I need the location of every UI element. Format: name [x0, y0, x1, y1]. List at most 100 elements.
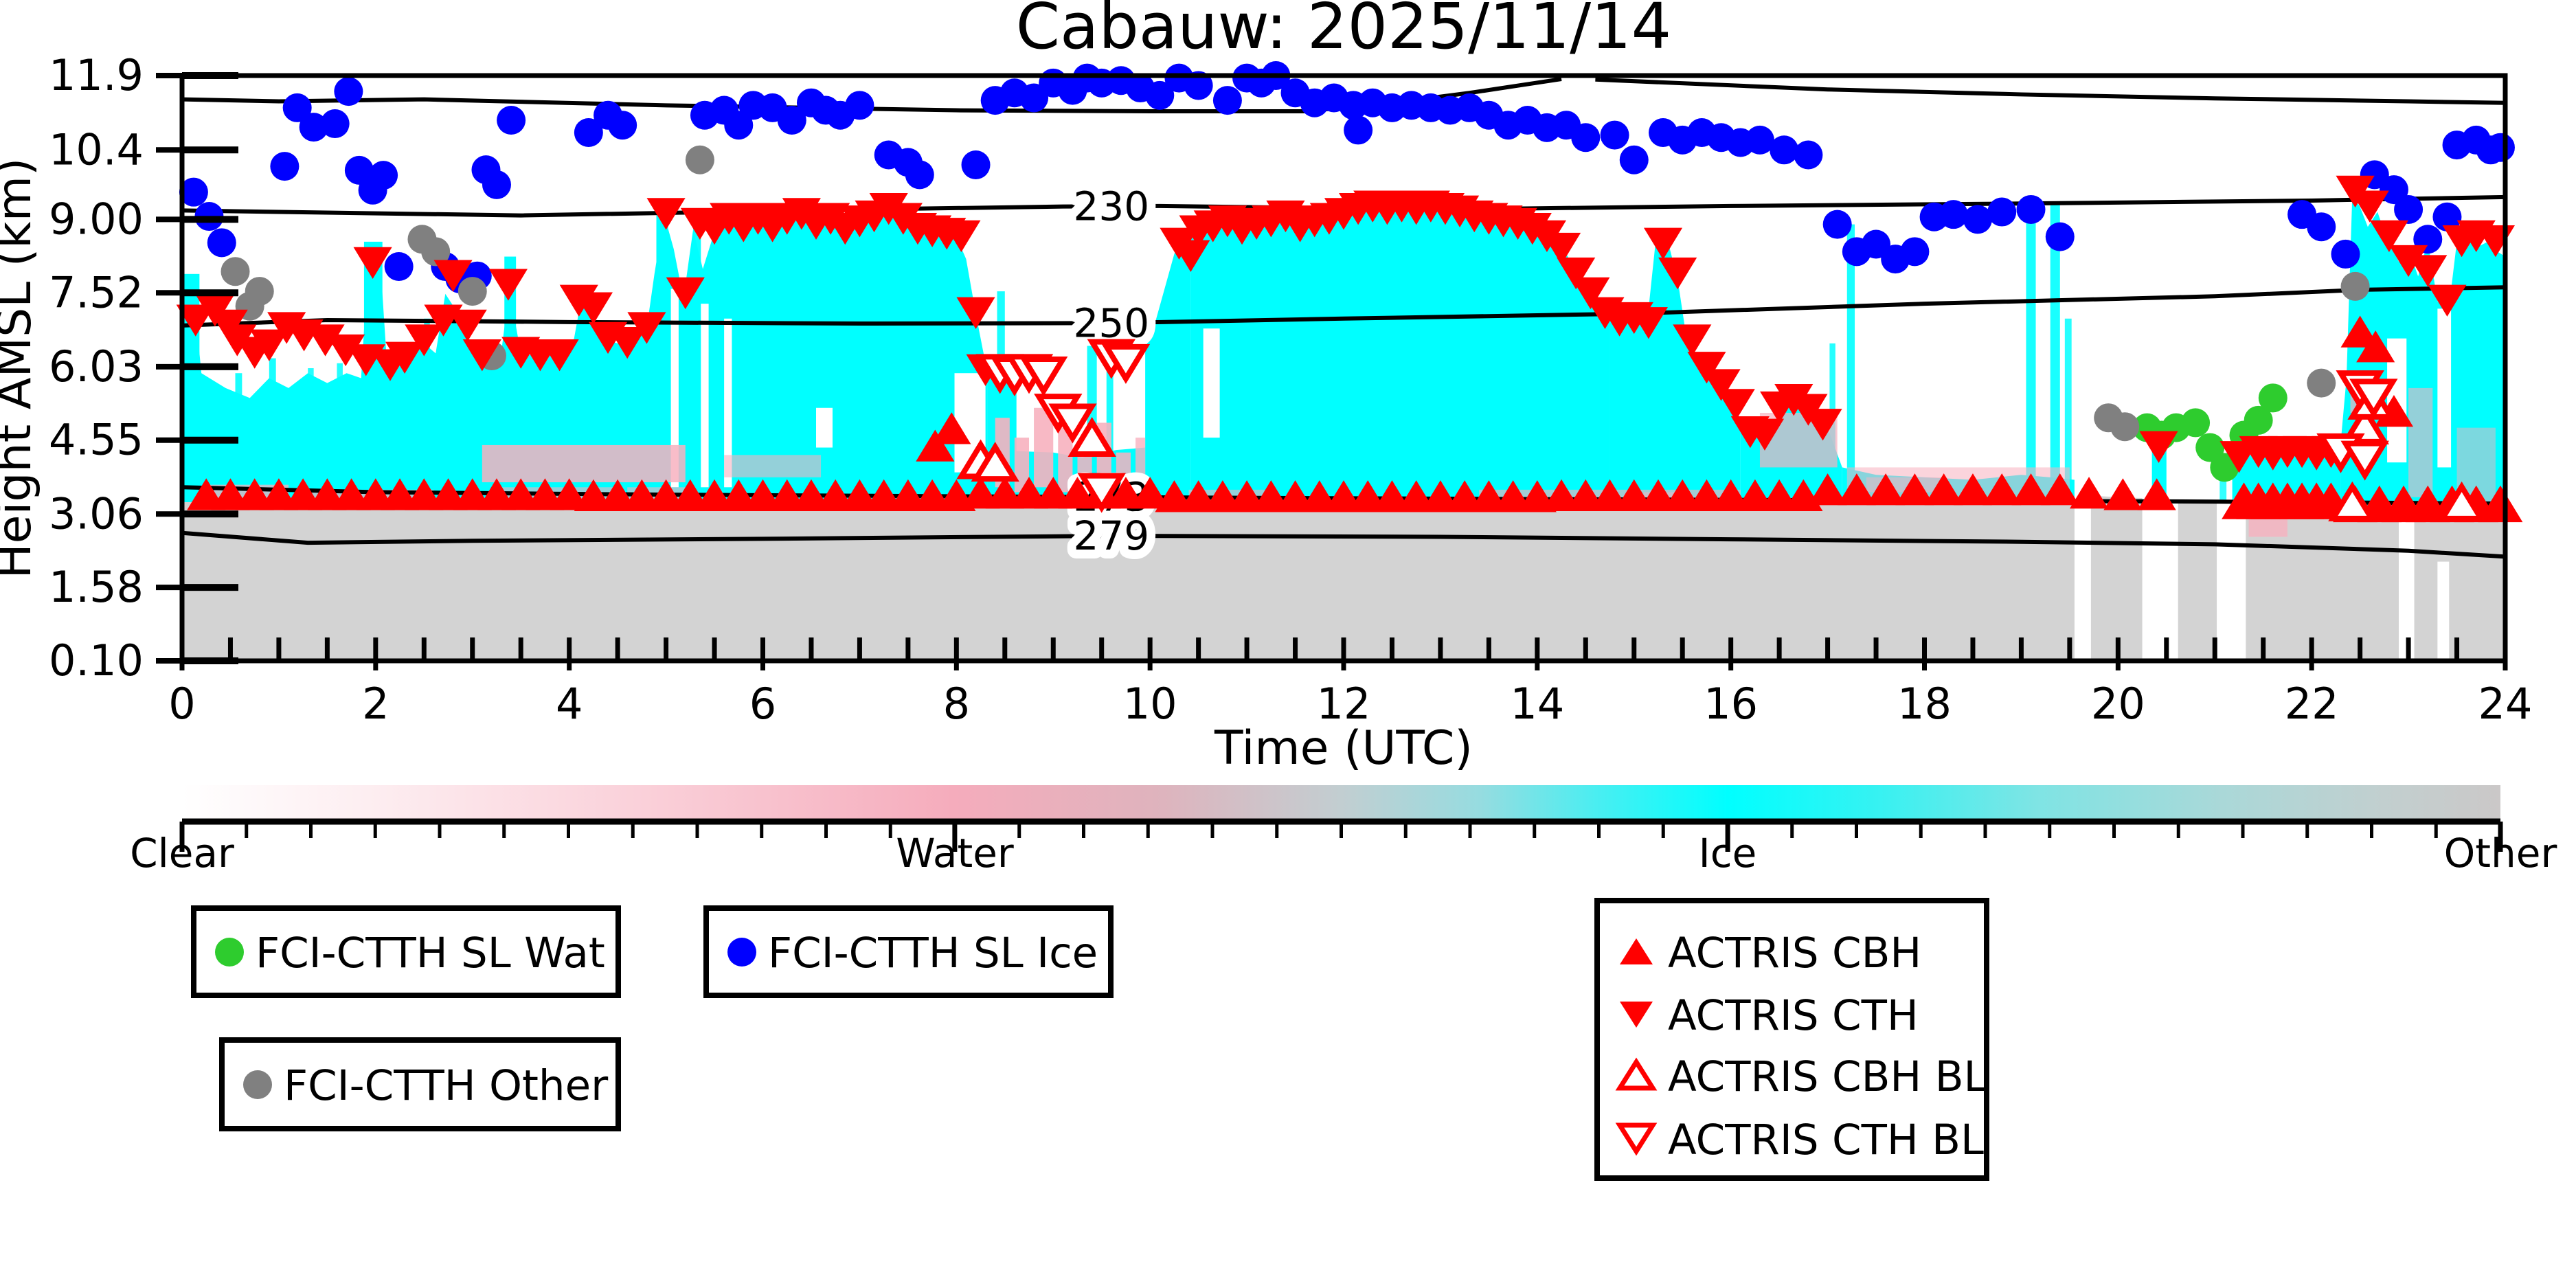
cbh-marker: [550, 478, 589, 510]
fci-ctth-sl-ice-dot: [1745, 125, 1774, 155]
blue-dot-icon: [727, 938, 756, 967]
cbh-marker: [598, 479, 637, 512]
legend-label-actris-cth-bl: ACTRIS CTH BL: [1668, 1116, 1984, 1164]
cth-marker: [646, 198, 686, 230]
contour-line: [181, 530, 2506, 559]
cbh-marker: [1421, 480, 1460, 512]
cth-marker: [1673, 324, 1712, 357]
cth-marker: [608, 327, 647, 359]
fci-ctth-sl-ice-dot: [1619, 145, 1649, 174]
x-tick-label: 2: [362, 679, 389, 729]
cth-marker: [433, 260, 473, 292]
fci-ctth-sl-ice-dot: [497, 105, 526, 135]
ice-wisp: [2219, 467, 2227, 502]
ice-region: [182, 209, 988, 502]
triangle-down-filled-icon: [1620, 1002, 1653, 1028]
cth-marker: [2389, 245, 2428, 278]
cbh-marker: [211, 478, 250, 510]
x-tick-label: 0: [168, 679, 195, 729]
x-tick-label: 18: [1897, 679, 1952, 729]
fci-ctth-other-dot: [421, 237, 451, 267]
cth-marker: [1716, 389, 1755, 421]
cbh-marker: [1058, 477, 1097, 509]
ice-region: [1190, 207, 1610, 505]
fci-ctth-other-dot: [2340, 271, 2370, 301]
cbh-marker: [2340, 315, 2380, 348]
cbh-marker: [1469, 480, 1509, 512]
classification-field: [182, 194, 2505, 661]
cbh-marker: [1228, 480, 1267, 512]
cth-marker: [1541, 232, 1581, 265]
clear-hole: [701, 304, 709, 488]
y-tick-label: 9.00: [49, 194, 144, 244]
cbh-marker: [864, 479, 903, 512]
clear-hole: [670, 289, 679, 488]
cth-marker: [1745, 418, 1785, 451]
legend-label-actris-cth: ACTRIS CTH: [1668, 991, 1919, 1040]
cbh-marker: [1493, 480, 1533, 512]
colorbar-label-other: Other: [2444, 830, 2557, 877]
series-actris-cth: [176, 175, 2515, 473]
cbh-marker: [453, 478, 492, 510]
y-tick-label: 11.9: [49, 50, 144, 100]
legend: FCI-CTTH SL Wat FCI-CTTH SL Ice FCI-CTTH…: [191, 898, 1989, 1181]
cbh-marker: [526, 478, 565, 510]
cth-marker: [956, 297, 995, 329]
clear-hole: [1203, 328, 1220, 438]
cbh-marker: [187, 478, 226, 510]
cth-marker: [2408, 255, 2448, 287]
ice-wisp: [504, 256, 517, 488]
cbh-marker: [719, 479, 758, 512]
fci-ctth-sl-ice-dot: [845, 91, 874, 120]
water-patch: [1136, 438, 1146, 488]
cbh-marker: [380, 478, 420, 510]
fci-ctth-sl-ice-dot: [2379, 175, 2408, 205]
cth-marker: [1643, 227, 1683, 260]
cth-marker: [353, 247, 392, 280]
cbh-marker: [1445, 480, 1484, 512]
x-tick-label: 24: [2478, 679, 2533, 729]
ice-wisp: [714, 229, 723, 488]
legend-box-actris: ACTRIS CBH ACTRIS CTH ACTRIS CBH BL ACTR…: [1594, 898, 1989, 1181]
cth-bl-marker: [1101, 343, 1151, 384]
cbh-marker: [501, 478, 541, 510]
cth-marker: [249, 329, 289, 361]
cth-marker: [2139, 431, 2178, 463]
fci-ctth-sl-ice-dot: [270, 152, 300, 181]
fci-ctth-sl-ice-dot: [1571, 123, 1601, 152]
legend-label-fci-other: FCI-CTTH Other: [284, 1061, 609, 1110]
cbh-marker: [259, 478, 298, 510]
fci-ctth-sl-ice-dot: [282, 93, 312, 122]
fci-ctth-other-dot: [221, 257, 250, 286]
cbh-marker: [2356, 330, 2395, 363]
cth-marker: [2369, 220, 2408, 253]
cth-marker: [627, 312, 666, 344]
cth-marker: [218, 324, 257, 357]
cbh-marker: [1953, 473, 1993, 506]
y-tick-label: 4.55: [49, 415, 144, 465]
ice-wisp: [693, 224, 701, 488]
cbh-marker: [1397, 480, 1436, 512]
cbh-marker: [985, 477, 1024, 509]
ice-wisp: [269, 358, 276, 493]
cbh-marker: [2040, 473, 2079, 506]
fci-ctth-sl-ice-dot: [905, 160, 934, 190]
cbh-marker: [840, 479, 879, 512]
fci-ctth-sl-ice-dot: [384, 251, 414, 281]
cbh-marker: [1614, 479, 1653, 512]
cbh-marker: [2011, 473, 2050, 506]
fci-ctth-sl-ice-dot: [777, 105, 806, 135]
cth-marker: [540, 339, 579, 372]
scatter-markers: [176, 61, 2523, 523]
fci-ctth-other-dot: [2110, 412, 2140, 442]
fci-ctth-other-dot: [457, 277, 487, 306]
clear-hole: [2437, 308, 2452, 468]
x-tick-label: 16: [1704, 679, 1758, 729]
fci-ctth-sl-ice-dot: [961, 150, 991, 179]
x-tick-label: 14: [1510, 679, 1564, 729]
y-tick-label: 3.06: [49, 488, 144, 539]
legend-box-border: [1594, 898, 1989, 1181]
fci-ctth-sl-ice-dot: [179, 177, 208, 207]
